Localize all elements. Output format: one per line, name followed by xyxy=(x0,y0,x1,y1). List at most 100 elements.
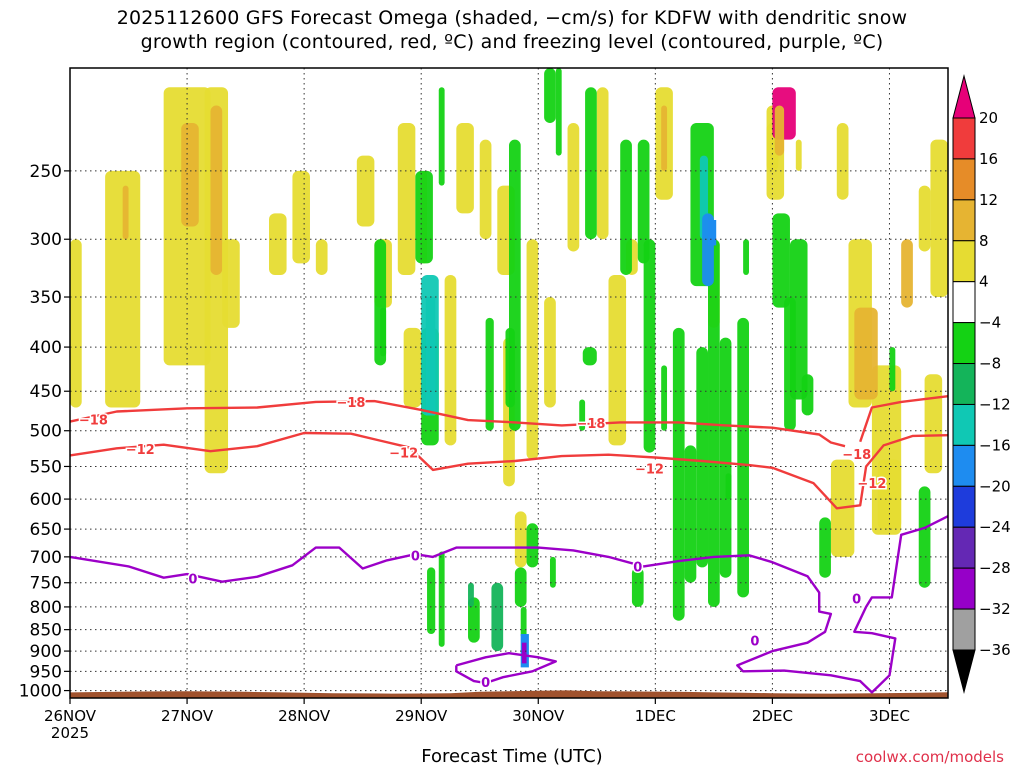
y-tick-label: 850 xyxy=(30,621,62,641)
omega-shade-cell xyxy=(514,567,527,607)
omega-shade-cell xyxy=(784,297,796,431)
omega-shade-cell xyxy=(105,170,141,408)
omega-shade-cell xyxy=(579,399,586,431)
omega-shade-cell xyxy=(708,239,720,607)
omega-shade-core xyxy=(521,642,527,664)
omega-shade-cell xyxy=(737,317,749,598)
omega-shade-cell xyxy=(70,239,82,408)
omega-shade-cell xyxy=(924,374,943,474)
x-tick-label: 29NOV xyxy=(395,707,448,725)
omega-shade-cell xyxy=(774,105,785,156)
contour-label: 0 xyxy=(411,549,420,564)
omega-shade-cell xyxy=(427,567,436,635)
omega-shade-cell xyxy=(567,122,580,252)
omega-shade-cell xyxy=(315,239,328,275)
plot-frame xyxy=(69,67,949,699)
x-tick-year-label: 2025 xyxy=(51,724,89,742)
colorbar-label: −12 xyxy=(979,395,1011,413)
contours: −18 −18 −18 −18 −12 −12 −12 −12 0 0 0 0 0 0 xyxy=(69,394,949,694)
colorbar-label: −20 xyxy=(979,477,1011,495)
omega-shade-cell xyxy=(292,170,310,264)
omega-shade-cell xyxy=(901,239,913,308)
y-tick-label: 650 xyxy=(30,520,62,540)
freezing-level-contour-line xyxy=(69,515,949,694)
omega-shade-cell xyxy=(444,274,457,446)
omega-shade-cell xyxy=(582,347,597,366)
colorbar-label: 8 xyxy=(979,232,989,250)
omega-shade-cell xyxy=(620,139,632,275)
omega-shade-cell xyxy=(643,239,656,453)
colorbar-segment xyxy=(952,485,976,528)
omega-shade-cell xyxy=(555,68,562,156)
omega-shade-cell xyxy=(608,274,627,446)
omega-shade-cell xyxy=(801,374,814,416)
omega-shade-cell xyxy=(509,139,521,431)
title-line-2: growth region (contoured, red, ºC) and f… xyxy=(140,31,884,53)
freezing-level-contour-line xyxy=(455,652,557,685)
contour-label: −18 xyxy=(336,396,365,411)
y-tick-label: 900 xyxy=(30,642,62,662)
colorbar-segment xyxy=(952,403,976,446)
omega-shade-cell xyxy=(661,105,668,171)
contour-label: −18 xyxy=(79,413,108,428)
credit-link[interactable]: coolwx.com/models xyxy=(855,748,1004,766)
omega-shade-cell xyxy=(772,213,790,308)
omega-shade-cell xyxy=(918,486,931,588)
colorbar-label: −32 xyxy=(979,600,1011,618)
colorbar-label: 12 xyxy=(979,191,998,209)
omega-shade-cell xyxy=(544,297,556,408)
colorbar-label: −16 xyxy=(979,436,1011,454)
omega-shade-cell xyxy=(836,122,849,200)
ground-fill xyxy=(70,690,948,698)
omega-shade-cell xyxy=(672,327,685,621)
omega-shade-cell xyxy=(725,473,732,500)
colorbar-label: −28 xyxy=(979,559,1011,577)
omega-shade-cell xyxy=(526,523,539,568)
contour-label: 0 xyxy=(852,592,861,607)
omega-shading xyxy=(70,68,948,668)
omega-shade-cell xyxy=(631,567,644,607)
y-tick-label: 600 xyxy=(30,490,62,510)
y-tick-label: 350 xyxy=(30,288,62,308)
colorbar-label: 16 xyxy=(979,150,998,168)
y-tick-label: 700 xyxy=(30,548,62,568)
dgz-contour-line xyxy=(859,395,949,443)
omega-shade-cell xyxy=(684,445,697,583)
omega-shade-core xyxy=(708,220,717,246)
omega-shade-cell xyxy=(596,87,609,240)
colorbar-segment xyxy=(952,281,976,324)
chart-title: 2025112600 GFS Forecast Omega (shaded, −… xyxy=(0,6,1024,54)
omega-shade-cell xyxy=(222,239,240,328)
x-axis-title: Forecast Time (UTC) xyxy=(421,746,603,767)
omega-shade-cell xyxy=(456,122,474,214)
omega-shade-cell xyxy=(743,239,749,275)
omega-shade-cell xyxy=(918,185,931,252)
contour-label: −18 xyxy=(842,448,871,463)
x-tick-label: 28NOV xyxy=(278,707,331,725)
colorbar: 20 16 12 8 4 −4 −8 −12 −16 −20 −24 −28 −32 −36 xyxy=(952,74,1011,694)
y-tick-label: 300 xyxy=(30,230,62,250)
x-tick-label: 1DEC xyxy=(635,707,676,725)
contour-label: 0 xyxy=(481,676,490,691)
colorbar-segment xyxy=(952,322,976,365)
dgz-contour-line xyxy=(69,431,949,510)
omega-shade-cell xyxy=(438,551,445,647)
colorbar-segment xyxy=(952,567,976,610)
omega-shade-cell xyxy=(719,337,732,578)
y-tick-label: 550 xyxy=(30,457,62,477)
y-tick-label: 450 xyxy=(30,382,62,402)
ground-surface xyxy=(70,690,948,698)
colorbar-label: −36 xyxy=(979,641,1011,659)
y-tick-label: 500 xyxy=(30,422,62,442)
omega-shade-cell xyxy=(491,582,504,652)
axes: 2503003504004505005506006507007508008509… xyxy=(19,67,949,742)
colorbar-top-arrow xyxy=(952,74,976,119)
omega-shade-core xyxy=(425,297,436,416)
colorbar-segment xyxy=(952,444,976,487)
y-tick-label: 250 xyxy=(30,162,62,182)
omega-shade-cell xyxy=(661,365,668,431)
omega-shade-cell xyxy=(526,239,539,460)
omega-shade-cell xyxy=(514,511,527,568)
y-tick-label: 800 xyxy=(30,598,62,618)
contour-label: −12 xyxy=(126,443,155,458)
